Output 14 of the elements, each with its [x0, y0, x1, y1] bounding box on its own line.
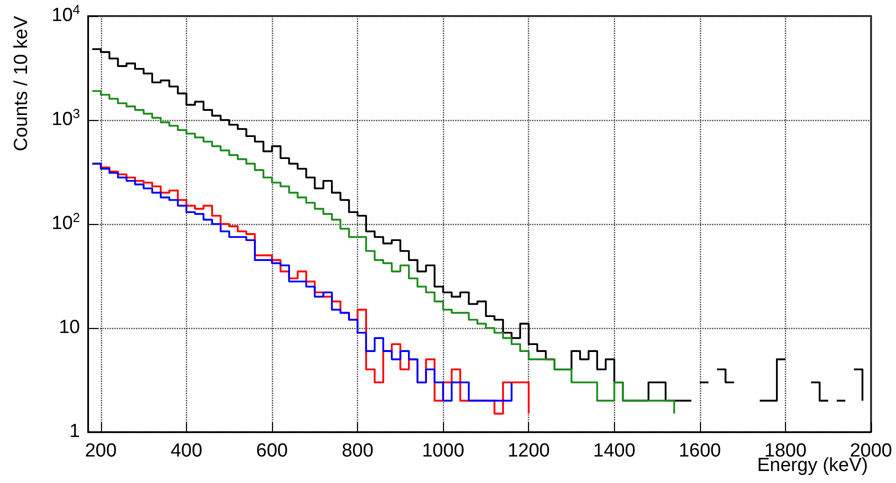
x-tick-label: 1400 — [593, 440, 636, 462]
y-tick-label: 10$^{4}$ — [52, 2, 80, 27]
y-tick-label: 10$^{3}$ — [52, 106, 80, 131]
x-tick-label: 800 — [342, 440, 374, 462]
y-tick-label: 1 — [69, 421, 80, 443]
x-tick-label: 600 — [256, 440, 288, 462]
x-tick-label: 200 — [84, 440, 117, 462]
y-axis-title: Counts / 10 keV — [11, 16, 32, 152]
x-tick-label: 400 — [170, 440, 202, 462]
y-tick-label: 10$^{2}$ — [52, 210, 80, 235]
x-tick-label: 1000 — [422, 440, 464, 462]
y-tick-label: 10 — [58, 317, 80, 339]
x-tick-label: 1200 — [508, 440, 550, 462]
x-tick-label: 1600 — [678, 440, 721, 462]
